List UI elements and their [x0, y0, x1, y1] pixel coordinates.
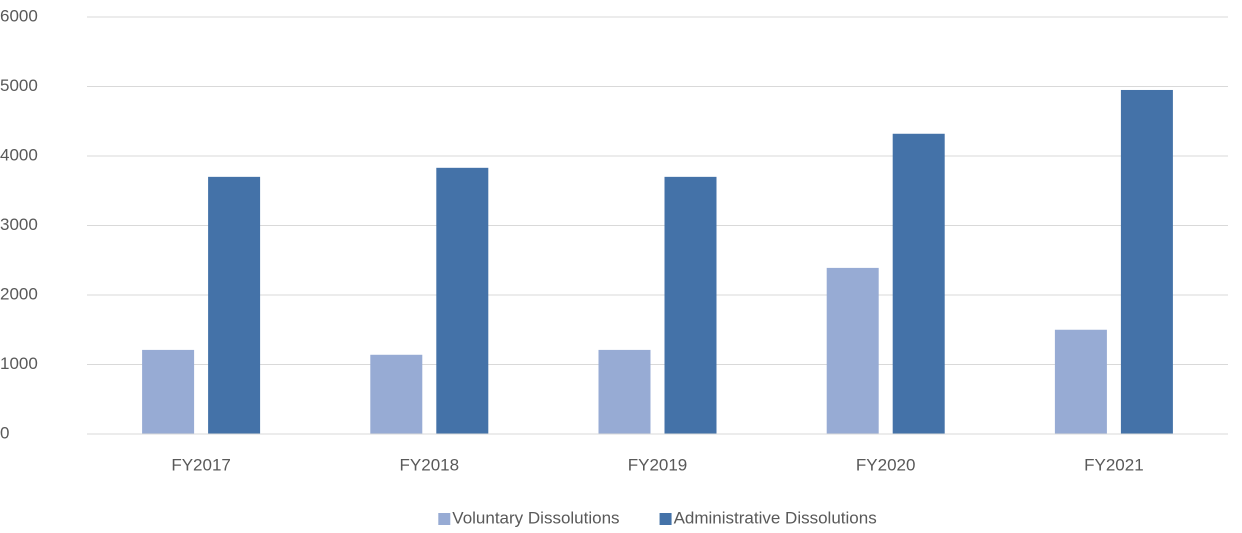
x-tick-label: FY2017: [171, 455, 231, 474]
x-tick-label: FY2021: [1084, 455, 1144, 474]
x-tick-label: FY2019: [628, 455, 688, 474]
bar: [1120, 89, 1173, 434]
bar: [1054, 329, 1107, 434]
legend-label: Administrative Dissolutions: [674, 508, 877, 527]
y-tick-label: 3000: [0, 215, 38, 234]
x-tick-label: FY2020: [856, 455, 916, 474]
bar: [826, 267, 879, 434]
bar: [664, 176, 717, 434]
x-tick-label: FY2018: [400, 455, 460, 474]
legend-label: Voluntary Dissolutions: [452, 508, 619, 527]
y-tick-label: 1000: [0, 354, 38, 373]
bar: [142, 349, 195, 434]
y-tick-label: 5000: [0, 76, 38, 95]
bar: [208, 176, 261, 434]
legend-swatch: [438, 513, 451, 525]
bar: [370, 354, 423, 434]
bar: [436, 167, 489, 434]
y-tick-label: 6000: [0, 6, 38, 25]
y-tick-label: 4000: [0, 145, 38, 164]
bar: [892, 133, 945, 434]
legend-swatch: [659, 513, 672, 525]
bar: [598, 349, 651, 434]
y-tick-label: 0: [0, 423, 9, 442]
y-tick-label: 2000: [0, 284, 38, 303]
